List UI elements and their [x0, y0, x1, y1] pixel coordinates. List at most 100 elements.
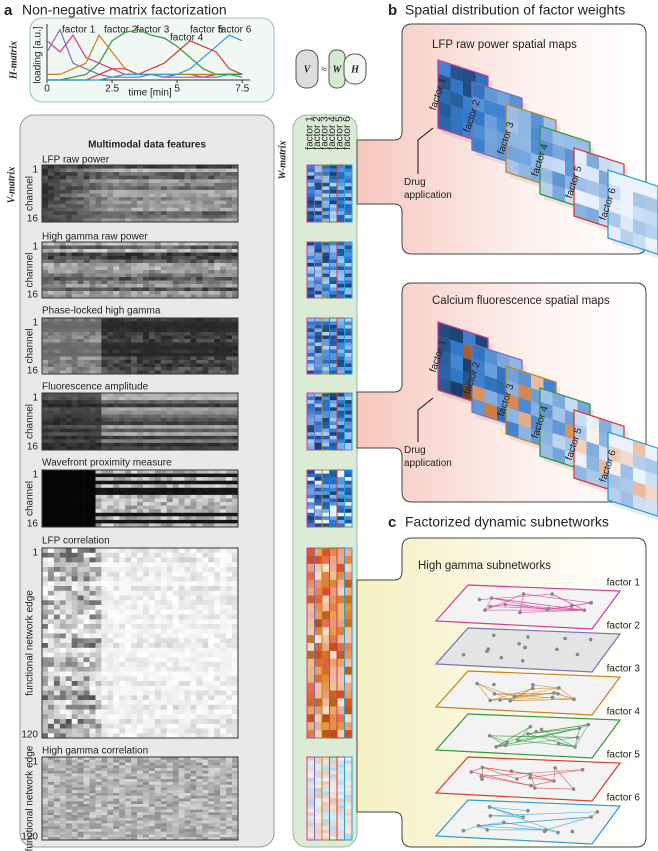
heatmap-cell — [101, 277, 107, 281]
heatmap-cell — [131, 215, 137, 219]
heatmap-cell — [220, 506, 226, 510]
heatmap-cell — [131, 821, 137, 824]
heatmap-cell — [125, 691, 131, 696]
heatmap-cell — [42, 823, 48, 826]
heatmap-cell — [60, 336, 66, 340]
heatmap-cell — [143, 367, 149, 371]
heatmap-cell — [202, 807, 208, 810]
row-label: functional network edge — [25, 745, 36, 851]
heatmap-cell — [214, 169, 220, 173]
heatmap-cell — [143, 695, 149, 700]
heatmap-cell — [179, 256, 185, 260]
heatmap-cell — [96, 429, 102, 433]
heatmap-cell — [149, 810, 155, 813]
heatmap-cell — [208, 799, 214, 802]
heatmap-cell — [214, 719, 220, 724]
heatmap-cell — [149, 277, 155, 281]
heatmap-cell — [185, 829, 191, 832]
heatmap-cell — [232, 572, 238, 577]
heatmap-cell — [119, 596, 125, 601]
heatmap-cell — [149, 686, 155, 691]
heatmap-cell — [226, 634, 232, 639]
heatmap-cell — [202, 169, 208, 173]
heatmap-cell — [155, 484, 161, 488]
heatmap-cell — [113, 322, 119, 326]
heatmap-cell — [226, 695, 232, 700]
heatmap-cell — [202, 291, 208, 295]
heatmap-cell — [96, 572, 102, 577]
heatmap-cell — [60, 765, 66, 768]
heatmap-cell — [60, 284, 66, 288]
heatmap-cell — [78, 165, 84, 169]
heatmap-cell — [196, 364, 202, 368]
heatmap-cell — [84, 288, 90, 292]
heatmap-cell — [143, 818, 149, 821]
heatmap-cell — [214, 404, 220, 408]
heatmap-cell — [90, 804, 96, 807]
heatmap-cell — [143, 204, 149, 208]
heatmap-cell — [101, 516, 107, 520]
heatmap-cell — [179, 425, 185, 429]
heatmap-cell — [179, 686, 185, 691]
heatmap-cell — [119, 367, 125, 371]
heatmap-cell — [48, 194, 54, 198]
heatmap-cell — [107, 790, 113, 793]
heatmap-cell — [54, 407, 60, 411]
heatmap-cell — [90, 263, 96, 267]
heatmap-cell — [131, 765, 137, 768]
heatmap-cell — [60, 818, 66, 821]
heatmap-cell — [208, 638, 214, 643]
heatmap-cell — [42, 393, 48, 397]
heatmap-cell — [96, 710, 102, 715]
heatmap-cell — [149, 422, 155, 426]
heatmap-cell — [191, 179, 197, 183]
heatmap-cell — [208, 267, 214, 271]
heatmap-cell — [60, 796, 66, 799]
heatmap-cell — [125, 596, 131, 601]
heatmap-cell — [220, 249, 226, 253]
heatmap-cell — [143, 615, 149, 620]
heatmap-cell — [173, 799, 179, 802]
heatmap-cell — [42, 418, 48, 422]
heatmap-cell — [232, 520, 238, 524]
heatmap-cell — [196, 263, 202, 267]
heatmap-cell — [113, 591, 119, 596]
heatmap-cell — [208, 771, 214, 774]
heatmap-cell — [202, 183, 208, 187]
heatmap-cell — [208, 804, 214, 807]
heatmap-cell — [161, 484, 167, 488]
heatmap-cell — [191, 634, 197, 639]
heatmap-cell — [125, 586, 131, 591]
heatmap-cell — [96, 513, 102, 517]
heatmap-cell — [60, 495, 66, 499]
heatmap-cell — [72, 774, 78, 777]
heatmap-cell — [72, 190, 78, 194]
heatmap-cell — [208, 793, 214, 796]
heatmap-cell — [232, 600, 238, 605]
heatmap-cell — [119, 782, 125, 785]
heatmap-cell — [119, 821, 125, 824]
heatmap-cell — [208, 624, 214, 629]
heatmap-cell — [191, 705, 197, 710]
heatmap-cell — [232, 267, 238, 271]
heatmap-cell — [137, 194, 143, 198]
heatmap-cell — [161, 329, 167, 333]
heatmap-cell — [214, 208, 220, 212]
heatmap-cell — [125, 474, 131, 478]
heatmap-cell — [72, 284, 78, 288]
heatmap-cell — [84, 558, 90, 563]
heatmap-cell — [54, 353, 60, 357]
heatmap-cell — [137, 760, 143, 763]
heatmap-cell — [232, 242, 238, 246]
heatmap-cell — [48, 425, 54, 429]
heatmap-cell — [107, 662, 113, 667]
heatmap-cell — [214, 495, 220, 499]
row-last: 16 — [27, 366, 39, 377]
heatmap-cell — [125, 776, 131, 779]
heatmap-cell — [96, 215, 102, 219]
heatmap-cell — [84, 425, 90, 429]
heatmap-cell — [125, 502, 131, 506]
heatmap-cell — [226, 619, 232, 624]
heatmap-cell — [107, 691, 113, 696]
heatmap-cell — [155, 516, 161, 520]
